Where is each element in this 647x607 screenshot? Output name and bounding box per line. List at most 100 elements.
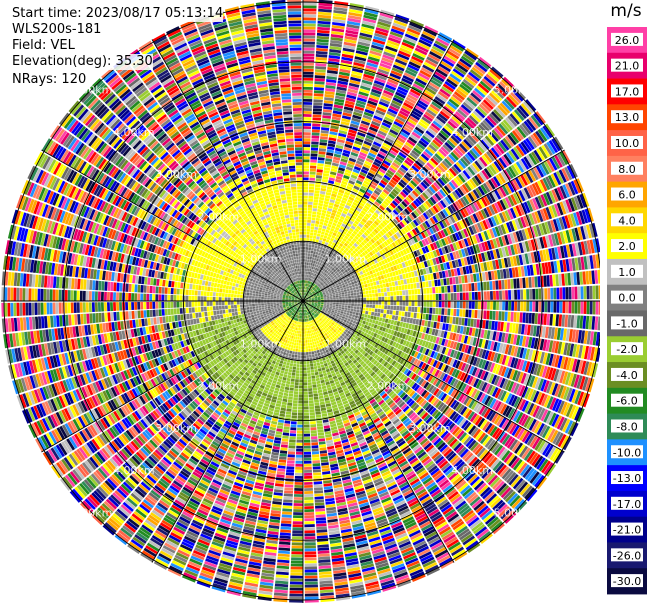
range-gate-cell	[307, 291, 310, 294]
range-gate-cell	[309, 177, 316, 181]
range-gate-cell	[366, 294, 370, 298]
range-gate-cell	[414, 144, 424, 153]
range-gate-cell	[356, 160, 364, 166]
range-gate-cell	[378, 167, 386, 174]
range-gate-cell	[562, 287, 566, 300]
range-gate-cell	[324, 255, 329, 260]
range-gate-cell	[323, 235, 328, 239]
range-gate-cell	[364, 177, 372, 183]
range-gate-cell	[303, 44, 315, 48]
range-gate-cell	[326, 275, 330, 279]
range-gate-cell	[459, 83, 471, 94]
range-gate-cell	[417, 158, 426, 166]
range-gate-cell	[306, 222, 311, 226]
range-gate-cell	[358, 201, 365, 207]
range-gate-cell	[362, 307, 366, 311]
range-gate-cell	[358, 230, 363, 236]
range-gate-cell	[350, 73, 362, 79]
range-gate-cell	[306, 268, 308, 272]
range-gate-cell	[519, 277, 523, 289]
range-gate-cell	[402, 295, 406, 301]
range-gate-cell	[308, 265, 311, 269]
range-gate-cell	[303, 86, 313, 90]
range-gate-cell	[324, 265, 328, 270]
range-gate-cell	[308, 274, 310, 278]
range-gate-cell	[370, 285, 375, 290]
range-gate-cell	[364, 191, 372, 197]
range-gate-cell	[454, 130, 465, 140]
range-gate-cell	[332, 113, 342, 118]
range-gate-cell	[419, 69, 432, 78]
range-gate-cell	[319, 266, 323, 270]
range-gate-cell	[330, 244, 335, 249]
ray	[303, 39, 466, 301]
range-gate-cell	[322, 173, 330, 177]
range-gate-cell	[426, 56, 439, 65]
range-gate-cell	[449, 316, 453, 324]
range-gate-cell	[351, 171, 359, 177]
range-gate-cell	[401, 104, 412, 113]
range-gate-cell	[311, 272, 314, 276]
range-gate-cell	[392, 97, 404, 104]
range-gate-cell	[595, 301, 599, 315]
range-gate-cell	[381, 57, 394, 64]
range-gate-cell	[349, 3, 364, 9]
range-gate-cell	[456, 301, 460, 309]
range-gate-cell	[314, 184, 321, 188]
range-gate-cell	[347, 17, 361, 23]
range-gate-cell	[365, 105, 376, 112]
range-gate-cell	[304, 280, 307, 284]
range-gate-cell	[308, 186, 315, 190]
range-gate-cell	[338, 292, 342, 296]
range-gate-cell	[471, 283, 475, 292]
range-gate-cell	[361, 166, 370, 172]
range-gate-cell	[318, 224, 323, 228]
range-gate-cell	[366, 301, 370, 305]
range-gate-cell	[371, 214, 378, 220]
range-gate-cell	[472, 110, 484, 121]
range-gate-cell	[378, 301, 382, 305]
range-gate-cell	[367, 56, 380, 63]
range-gate-cell	[466, 117, 477, 127]
range-gate-cell	[338, 205, 345, 210]
range-gate-cell	[313, 277, 317, 281]
range-gate-cell	[360, 281, 364, 286]
range-gate-cell	[363, 231, 369, 237]
range-gate-cell	[415, 276, 419, 283]
range-gate-cell	[457, 86, 469, 96]
range-gate-cell	[349, 207, 356, 212]
range-gate-cell	[303, 47, 315, 51]
range-gate-cell	[319, 281, 322, 284]
range-gate-cell	[574, 301, 578, 314]
range-gate-cell	[382, 54, 395, 61]
range-gate-cell	[335, 293, 339, 296]
range-gate-cell	[438, 32, 453, 42]
range-gate-cell	[423, 294, 427, 301]
range-gate-cell	[340, 309, 345, 312]
range-gate-cell	[377, 184, 384, 191]
range-gate-cell	[382, 188, 390, 195]
range-gate-cell	[303, 135, 311, 139]
range-gate-cell	[359, 123, 369, 129]
ppi-velocity-plot: 1.00km2.00km3.00km4.00km5.00km1.00km2.00…	[1, 0, 600, 603]
range-gate-cell	[334, 0, 349, 6]
range-gate-cell	[325, 270, 329, 274]
range-gate-cell	[308, 291, 311, 295]
range-gate-cell	[320, 281, 323, 285]
range-gate-cell	[526, 289, 530, 300]
range-gate-cell	[444, 285, 448, 293]
range-gate-cell	[303, 98, 313, 102]
range-gate-cell	[305, 280, 308, 284]
range-gate-cell	[363, 140, 372, 147]
range-gate-cell	[395, 156, 404, 164]
range-gate-cell	[315, 286, 319, 289]
range-gate-cell	[428, 106, 439, 115]
range-gate-cell	[388, 193, 396, 200]
range-gate-cell	[308, 291, 311, 294]
range-gate-cell	[349, 217, 355, 223]
range-gate-cell	[482, 99, 494, 110]
range-gate-cell	[480, 101, 492, 112]
range-gate-cell	[399, 301, 403, 306]
range-gate-cell	[310, 253, 313, 257]
range-gate-cell	[462, 78, 475, 89]
